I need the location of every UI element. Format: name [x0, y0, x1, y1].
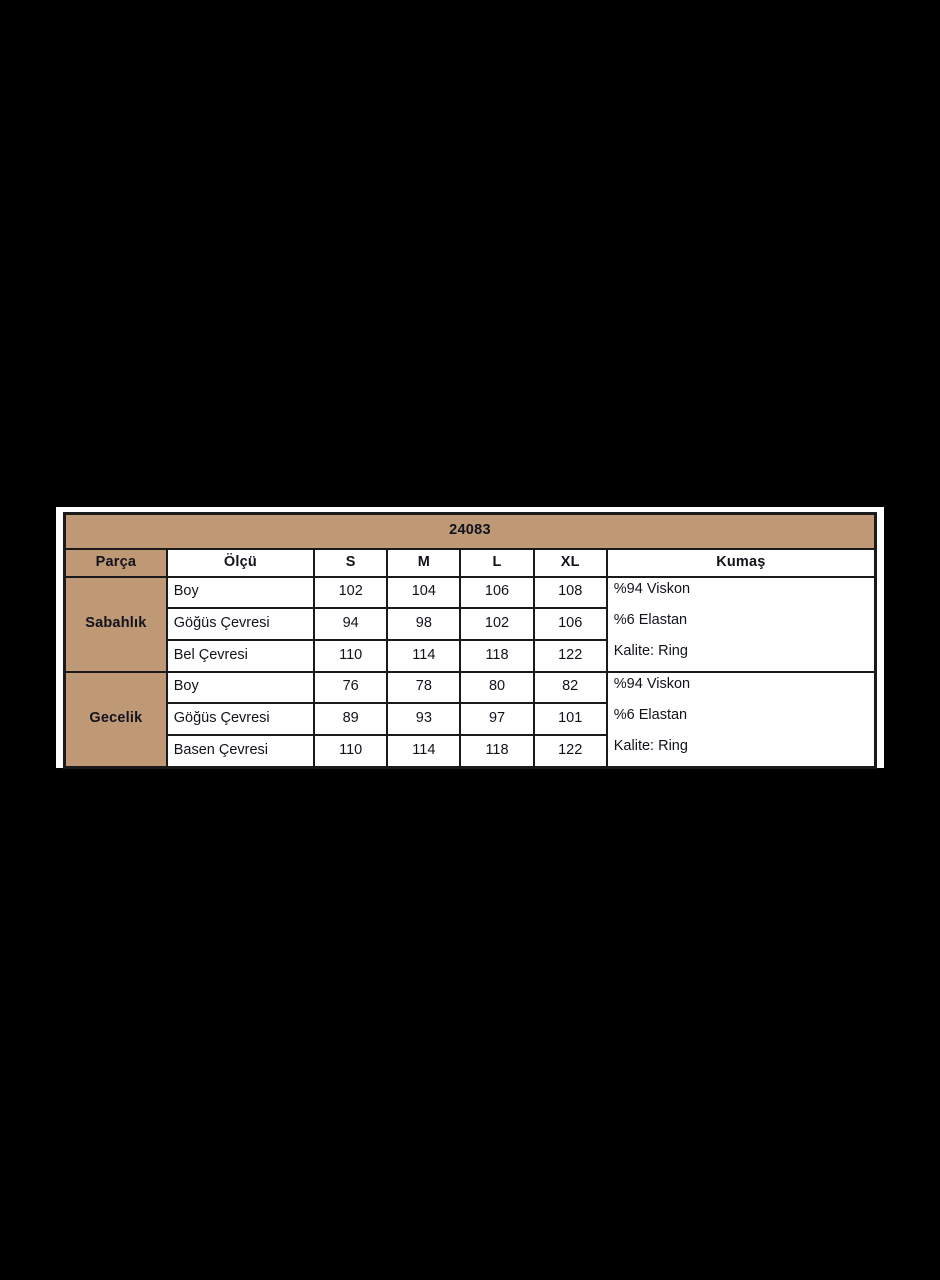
value-l: 106 — [459, 575, 535, 610]
product-code-title: 24083 — [63, 512, 877, 550]
fabric-composition-sabahlik: %94 Viskon %6 Elastan Kalite: Ring — [605, 575, 877, 673]
table-row: Sabahlık Boy 102 104 106 108 %94 Viskon … — [63, 575, 877, 673]
value-xl: 82 — [532, 670, 608, 705]
header-size-xl: XL — [532, 547, 608, 578]
fabric-line: Kalite: Ring — [613, 737, 688, 754]
value-s: 110 — [313, 734, 389, 768]
group-label-gecelik: Gecelik — [63, 670, 168, 768]
header-size-m: M — [386, 547, 462, 578]
value-l: 118 — [459, 734, 535, 768]
group-label-sabahlik: Sabahlık — [63, 575, 168, 673]
table-row: Göğüs Çevresi 94 98 102 106 — [65, 607, 876, 641]
value-xl: 122 — [532, 638, 608, 673]
size-chart-paper: 24083 Parça Ölçü S M L XL Kumaş Sabahlık… — [56, 507, 884, 769]
value-s: 94 — [313, 607, 389, 641]
fabric-composition-gecelik: %94 Viskon %6 Elastan Kalite: Ring — [605, 670, 877, 768]
table-row: Gecelik Boy 76 78 80 82 %94 Viskon %6 El… — [63, 670, 877, 768]
table-title-row: 24083 — [63, 512, 877, 550]
value-xl: 108 — [532, 575, 608, 610]
header-measure: Ölçü — [165, 547, 316, 578]
value-xl: 122 — [532, 734, 608, 768]
fabric-line: %6 Elastan — [613, 611, 688, 628]
value-s: 76 — [313, 670, 389, 705]
value-l: 80 — [459, 670, 535, 705]
fabric-line: %94 Viskon — [613, 580, 691, 597]
value-m: 78 — [386, 670, 462, 705]
header-size-l: L — [459, 547, 535, 578]
header-part: Parça — [63, 547, 168, 578]
value-m: 114 — [386, 638, 462, 673]
table-header-row: Parça Ölçü S M L XL Kumaş — [63, 547, 877, 578]
value-l: 97 — [459, 702, 535, 737]
fabric-line: %6 Elastan — [613, 706, 688, 723]
measure-label: Göğüs Çevresi — [165, 607, 316, 641]
table-row: Bel Çevresi 110 114 118 122 — [65, 638, 876, 673]
value-m: 114 — [386, 734, 462, 768]
value-xl: 101 — [532, 702, 608, 737]
header-size-s: S — [313, 547, 389, 578]
value-s: 89 — [313, 702, 389, 737]
value-s: 110 — [313, 638, 389, 673]
measure-label: Basen Çevresi — [165, 734, 316, 768]
value-m: 104 — [386, 575, 462, 610]
table-row: Göğüs Çevresi 89 93 97 101 — [65, 702, 876, 737]
measure-label: Boy — [165, 670, 316, 705]
value-s: 102 — [313, 575, 389, 610]
value-l: 118 — [459, 638, 535, 673]
measure-label: Boy — [165, 575, 316, 610]
value-m: 98 — [386, 607, 462, 641]
size-chart-table: 24083 Parça Ölçü S M L XL Kumaş Sabahlık… — [63, 512, 877, 769]
fabric-line: Kalite: Ring — [613, 642, 688, 659]
fabric-line: %94 Viskon — [613, 675, 691, 692]
measure-label: Göğüs Çevresi — [165, 702, 316, 737]
measure-label: Bel Çevresi — [165, 638, 316, 673]
header-fabric: Kumaş — [605, 547, 877, 578]
value-m: 93 — [386, 702, 462, 737]
value-l: 102 — [459, 607, 535, 641]
table-row: Basen Çevresi 110 114 118 122 — [65, 734, 876, 768]
value-xl: 106 — [532, 607, 608, 641]
